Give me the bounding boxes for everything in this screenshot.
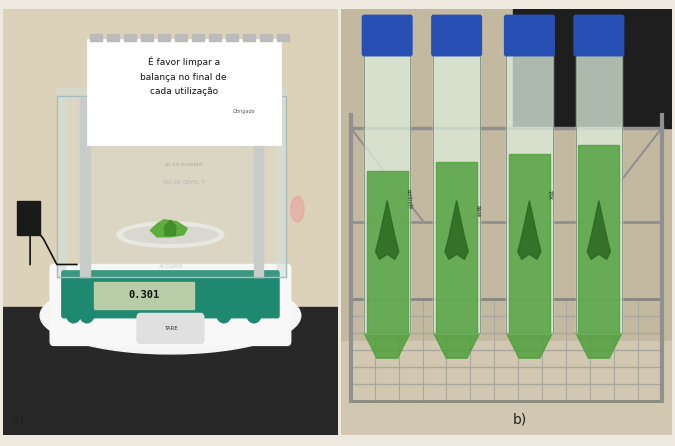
FancyBboxPatch shape — [137, 314, 204, 343]
Text: cada utilização: cada utilização — [150, 87, 218, 96]
Bar — [158, 34, 170, 41]
Bar — [576, 43, 622, 333]
Text: É favor limpar a: É favor limpar a — [148, 57, 220, 67]
Circle shape — [80, 304, 94, 323]
Polygon shape — [518, 201, 541, 260]
Bar — [94, 281, 194, 309]
Bar — [192, 34, 204, 41]
Text: ACCURIS: ACCURIS — [158, 264, 183, 269]
Text: b): b) — [513, 413, 527, 426]
Bar — [80, 99, 90, 277]
Bar — [3, 307, 338, 435]
Circle shape — [246, 304, 261, 323]
Bar — [364, 43, 410, 333]
FancyBboxPatch shape — [362, 15, 412, 56]
Text: ⊂ TЯAИƆ ЯO TЯA: ⊂ TЯAИƆ ЯO TЯA — [163, 177, 205, 182]
Polygon shape — [445, 201, 468, 260]
Bar — [506, 43, 553, 333]
Bar — [226, 34, 238, 41]
Bar — [243, 34, 255, 41]
Polygon shape — [165, 220, 176, 235]
FancyBboxPatch shape — [505, 15, 554, 56]
Text: 7/0c: 7/0c — [547, 190, 554, 201]
Bar — [513, 9, 672, 128]
Bar — [209, 34, 221, 41]
Bar — [17, 201, 40, 235]
Bar — [77, 99, 264, 277]
Bar — [364, 43, 410, 333]
Ellipse shape — [291, 196, 304, 222]
Polygon shape — [576, 333, 622, 358]
Polygon shape — [151, 220, 187, 237]
Text: Obrigada: Obrigada — [233, 109, 255, 114]
Text: 0.301: 0.301 — [128, 290, 159, 300]
Bar — [578, 145, 620, 333]
Circle shape — [217, 304, 232, 323]
Bar — [277, 34, 289, 41]
Bar — [107, 34, 119, 41]
Ellipse shape — [124, 226, 217, 243]
Bar — [436, 162, 477, 333]
Bar — [433, 43, 480, 333]
Text: TARE: TARE — [163, 326, 178, 331]
Polygon shape — [506, 333, 553, 358]
Bar — [433, 43, 480, 333]
Bar — [506, 43, 553, 333]
Bar — [57, 88, 286, 99]
Text: Aline: Aline — [475, 205, 481, 218]
Text: balança no final de: balança no final de — [140, 73, 227, 82]
Bar — [254, 99, 263, 277]
Ellipse shape — [117, 222, 224, 248]
Polygon shape — [364, 333, 410, 358]
Polygon shape — [587, 201, 610, 260]
Bar — [576, 43, 622, 333]
Bar — [141, 34, 153, 41]
Bar — [261, 34, 272, 41]
Bar — [367, 171, 408, 333]
FancyBboxPatch shape — [574, 15, 624, 56]
Polygon shape — [433, 333, 480, 358]
Text: a): a) — [10, 413, 24, 426]
Bar — [277, 99, 286, 277]
Bar — [124, 34, 136, 41]
Ellipse shape — [40, 277, 301, 354]
Text: controlo: controlo — [406, 189, 412, 209]
Bar — [57, 96, 286, 277]
FancyBboxPatch shape — [62, 271, 279, 318]
Bar — [509, 154, 550, 333]
Polygon shape — [375, 201, 399, 260]
Bar — [176, 34, 187, 41]
Text: pejsnca ou tjt: pejsnca ou tjt — [165, 160, 202, 165]
Bar — [87, 39, 281, 145]
Bar — [57, 96, 286, 277]
Circle shape — [66, 304, 81, 323]
Bar — [341, 341, 672, 435]
FancyBboxPatch shape — [50, 264, 291, 345]
Bar — [57, 99, 65, 277]
Bar — [90, 34, 102, 41]
FancyBboxPatch shape — [432, 15, 481, 56]
